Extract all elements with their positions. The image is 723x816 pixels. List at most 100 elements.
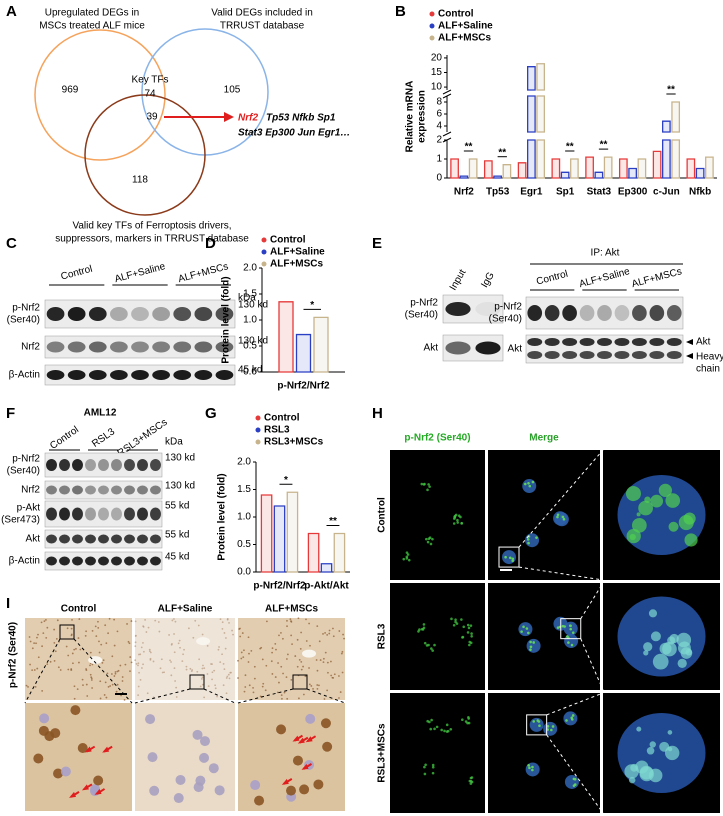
cell <box>203 696 206 699</box>
nucleus-signal <box>649 741 656 748</box>
nucleus <box>526 638 541 653</box>
cell <box>160 658 163 661</box>
cell <box>161 671 164 674</box>
blot-band <box>666 351 682 359</box>
cell <box>316 625 319 628</box>
blot-band <box>110 307 128 321</box>
arrow-head <box>686 339 693 345</box>
zoom-line <box>580 582 604 619</box>
blot-band <box>614 305 630 321</box>
nucleus-signal <box>667 730 673 735</box>
cell <box>200 677 203 680</box>
legend-label: ALF+Saline <box>438 21 493 32</box>
blot-band <box>579 338 595 346</box>
cell <box>322 657 325 660</box>
cell <box>135 663 138 665</box>
cell <box>260 646 263 649</box>
cell <box>129 656 132 658</box>
cell <box>214 684 217 687</box>
y-tick-label: 1.5 <box>237 484 251 495</box>
arrow-head <box>81 784 89 791</box>
zoom-line <box>518 566 604 581</box>
nucleus-signal <box>665 493 681 508</box>
cell <box>134 641 137 644</box>
nucleus-signal <box>626 528 641 544</box>
cell <box>142 663 144 666</box>
cell <box>261 658 264 661</box>
cell <box>169 659 171 662</box>
bar <box>333 532 346 573</box>
gene-list: Stat3 Ep300 Jun Egr1… <box>238 128 350 139</box>
blot-band <box>527 338 543 346</box>
y-tick-label: 20 <box>431 53 443 64</box>
cell <box>65 645 68 648</box>
nucleus-signal <box>546 725 550 728</box>
blot-band <box>88 370 107 380</box>
nucleus-signal <box>528 484 532 488</box>
cell <box>130 661 133 664</box>
nucleus-signal <box>466 631 470 634</box>
cell <box>67 654 70 657</box>
nucleus-signal <box>422 623 426 626</box>
cell <box>291 643 293 646</box>
cell <box>107 632 109 635</box>
cell-nucleus <box>322 741 333 752</box>
cell <box>277 662 279 664</box>
cell <box>290 621 293 623</box>
blot-band <box>632 305 647 321</box>
cell <box>243 690 246 693</box>
cell <box>84 635 87 637</box>
cell <box>36 636 38 639</box>
y-tick-label: 0.0 <box>237 567 251 578</box>
blot-band <box>150 485 161 495</box>
nucleus-signal <box>443 729 446 733</box>
cell <box>95 635 98 638</box>
y-tick-label: 2.0 <box>237 457 251 468</box>
nucleus-signal <box>460 522 464 525</box>
blot-band <box>579 305 595 321</box>
blot-band <box>124 556 135 566</box>
blot-band <box>88 307 107 321</box>
blot-band <box>111 534 122 544</box>
cell <box>278 681 280 684</box>
nucleus-signal <box>423 765 426 769</box>
bar <box>637 158 647 179</box>
nucleus-signal <box>454 618 457 622</box>
blot-band <box>137 507 148 521</box>
zoom-line <box>73 638 133 704</box>
blot-band <box>173 307 192 321</box>
column-label: Merge <box>529 433 559 444</box>
blot-band <box>475 302 501 316</box>
cell <box>123 698 126 701</box>
significance-label: ** <box>667 85 675 96</box>
blot-band <box>98 556 109 566</box>
nucleus-signal <box>643 642 653 652</box>
cell <box>154 619 157 622</box>
cell <box>206 673 209 675</box>
cell <box>224 637 227 639</box>
cell <box>146 692 149 695</box>
cell <box>221 627 224 630</box>
blot-band <box>98 485 109 495</box>
nucleus-signal <box>456 518 459 522</box>
legend-swatch <box>429 11 435 17</box>
cell <box>37 656 40 659</box>
cell <box>82 684 84 687</box>
nucleus-signal <box>423 482 426 486</box>
cell <box>71 618 73 621</box>
nucleus-signal <box>658 483 672 497</box>
bar <box>527 66 536 179</box>
venn-label: Key TFs <box>131 75 168 86</box>
nucleus-signal <box>426 488 429 492</box>
nucleus-signal <box>406 553 410 556</box>
nucleus-signal <box>652 653 669 670</box>
row-label: p-Nrf2 <box>12 454 40 465</box>
nucleus-signal <box>556 515 559 519</box>
zoom-box <box>498 546 520 568</box>
cell <box>97 620 99 623</box>
cell <box>137 662 140 665</box>
panel-letter: E <box>372 235 382 252</box>
blot-band <box>67 341 86 353</box>
nucleus-signal <box>422 626 426 630</box>
nucleus-signal <box>569 627 573 631</box>
